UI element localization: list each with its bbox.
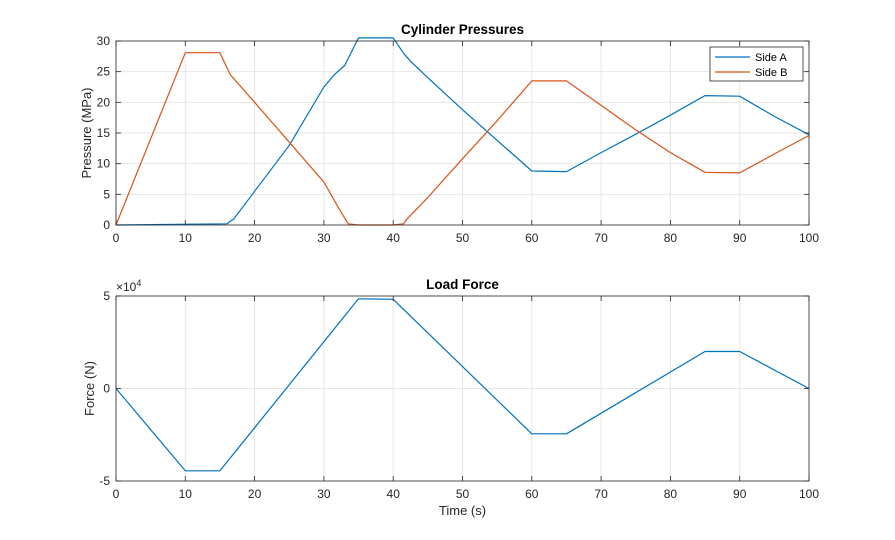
force-series-load-force — [115, 298, 810, 472]
pressure-x-tick-label: 40 — [387, 231, 401, 245]
pressure-y-tick-label: 5 — [103, 187, 110, 201]
pressure-legend-label: Side B — [755, 67, 787, 79]
pressure-x-tick-label: 0 — [113, 231, 120, 245]
pressure-x-tick-label: 30 — [317, 231, 331, 245]
force-x-tick-label: 10 — [179, 487, 193, 501]
force-y-multiplier-exp: 4 — [136, 278, 141, 288]
force-x-tick-label: 50 — [456, 487, 470, 501]
pressure-y-tick-label: 25 — [97, 65, 111, 79]
pressure-y-tick-label: 20 — [97, 95, 111, 109]
pressure-axes — [115, 37, 810, 226]
pressure-series-side-a — [115, 37, 810, 226]
force-x-tick-label: 90 — [733, 487, 747, 501]
pressure-y-tick-label: 15 — [97, 126, 111, 140]
force-y-tick-label: -5 — [99, 474, 110, 488]
force-axes — [115, 295, 810, 482]
pressure-y-tick-label: 10 — [97, 157, 111, 171]
pressure-x-tick-label: 50 — [456, 231, 470, 245]
pressure-x-tick-label: 60 — [525, 231, 539, 245]
force-chart-title: Load Force — [426, 277, 499, 292]
force-x-tick-label: 60 — [525, 487, 539, 501]
pressure-chart-title: Cylinder Pressures — [401, 22, 524, 37]
force-y-multiplier-base: ×10 — [116, 280, 137, 294]
force-x-tick-label: 80 — [664, 487, 678, 501]
pressure-y-tick-label: 0 — [103, 218, 110, 232]
pressure-x-tick-label: 80 — [664, 231, 678, 245]
force-x-tick-label: 0 — [113, 487, 120, 501]
force-x-tick-label: 30 — [317, 487, 331, 501]
force-x-tick-label: 70 — [594, 487, 608, 501]
pressure-y-tick-label: 30 — [97, 34, 111, 48]
force-y-tick-label: 5 — [103, 289, 110, 303]
force-y-axis-label: Force (N) — [82, 361, 97, 416]
pressure-x-tick-label: 10 — [179, 231, 193, 245]
pressure-legend: Side A Side B — [709, 46, 804, 82]
pressure-x-tick-label: 100 — [799, 231, 819, 245]
pressure-x-tick-label: 70 — [594, 231, 608, 245]
force-y-multiplier: ×104 — [116, 278, 141, 294]
force-x-axis-label: Time (s) — [439, 503, 486, 518]
pressure-legend-box — [709, 46, 804, 82]
force-chart: Load Force Force (N) Time (s) ×104 0 10 20… — [82, 277, 819, 518]
force-x-tick-label: 100 — [799, 487, 819, 501]
pressure-x-tick-label: 90 — [733, 231, 747, 245]
pressure-series-side-b — [115, 52, 810, 226]
force-y-tick-label: 0 — [103, 382, 110, 396]
pressure-chart: Cylinder Pressures Pressure (MPa) 0 10 20 3… — [79, 22, 819, 245]
pressure-y-axis-label: Pressure (MPa) — [79, 87, 94, 178]
pressure-legend-label: Side A — [755, 52, 787, 64]
force-x-tick-label: 40 — [387, 487, 401, 501]
force-x-tick-label: 20 — [248, 487, 262, 501]
pressure-x-tick-label: 20 — [248, 231, 262, 245]
